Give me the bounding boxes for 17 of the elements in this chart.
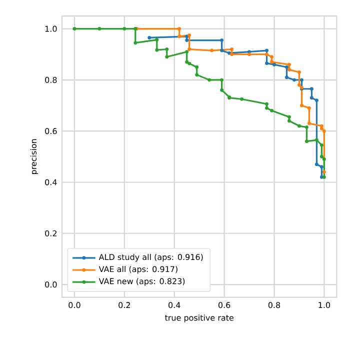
y-tick-label: 0.4: [45, 179, 57, 186]
y-tick-label: 0.2: [45, 230, 56, 236]
legend-label: VAE new (aps: 0.823): [98, 278, 185, 286]
x-tick-label: 0.4: [168, 302, 180, 308]
y-axis-title: precision: [30, 139, 38, 174]
y-tick-label: 0.8: [45, 76, 57, 83]
x-tick-label: 0.6: [218, 302, 230, 308]
y-tick-label: 0.6: [45, 128, 57, 134]
x-tick-label: 0.0: [68, 302, 80, 308]
x-axis-title: true positive rate: [164, 314, 234, 322]
y-tick-label: 1.0: [45, 26, 57, 32]
y-tick-label: 0.0: [45, 282, 57, 288]
legend-label: VAE all (aps: 0.917): [98, 266, 178, 274]
x-tick-label: 1.0: [318, 302, 330, 308]
legend-label: ALD study all (aps: 0.916): [98, 254, 203, 262]
x-tick-label: 0.8: [268, 302, 280, 308]
x-tick-label: 0.2: [118, 302, 130, 308]
